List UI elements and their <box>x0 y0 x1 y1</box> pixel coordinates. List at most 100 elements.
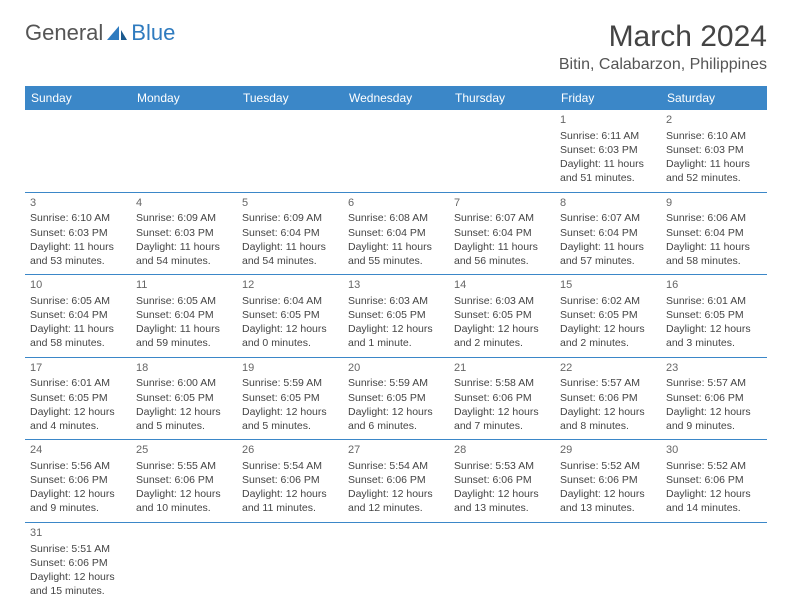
page-title: March 2024 <box>559 20 767 54</box>
day-cell: 7Sunrise: 6:07 AMSunset: 6:04 PMDaylight… <box>449 192 555 275</box>
day-cell: 11Sunrise: 6:05 AMSunset: 6:04 PMDayligh… <box>131 275 237 358</box>
day-detail: Sunrise: 5:59 AM <box>348 376 444 390</box>
day-number: 27 <box>348 443 444 458</box>
day-number: 1 <box>560 113 656 128</box>
day-detail: Sunset: 6:06 PM <box>136 473 232 487</box>
day-number: 22 <box>560 361 656 376</box>
day-cell: 23Sunrise: 5:57 AMSunset: 6:06 PMDayligh… <box>661 357 767 440</box>
day-detail: Daylight: 11 hours <box>454 240 550 254</box>
logo: General Blue <box>25 20 175 46</box>
day-number: 21 <box>454 361 550 376</box>
day-number: 20 <box>348 361 444 376</box>
day-detail: and 9 minutes. <box>30 501 126 515</box>
day-cell <box>661 522 767 604</box>
day-number: 5 <box>242 196 338 211</box>
day-number: 7 <box>454 196 550 211</box>
day-detail: Sunrise: 6:07 AM <box>454 211 550 225</box>
day-detail: Daylight: 11 hours <box>560 157 656 171</box>
title-block: March 2024 Bitin, Calabarzon, Philippine… <box>559 20 767 74</box>
day-detail: and 58 minutes. <box>666 254 762 268</box>
day-cell: 22Sunrise: 5:57 AMSunset: 6:06 PMDayligh… <box>555 357 661 440</box>
day-detail: and 57 minutes. <box>560 254 656 268</box>
col-monday: Monday <box>131 86 237 110</box>
day-detail: and 4 minutes. <box>30 419 126 433</box>
day-detail: Sunset: 6:03 PM <box>30 226 126 240</box>
day-detail: Sunset: 6:03 PM <box>560 143 656 157</box>
day-detail: Sunrise: 6:01 AM <box>30 376 126 390</box>
table-row: 31Sunrise: 5:51 AMSunset: 6:06 PMDayligh… <box>25 522 767 604</box>
day-detail: Sunrise: 5:56 AM <box>30 459 126 473</box>
day-cell: 8Sunrise: 6:07 AMSunset: 6:04 PMDaylight… <box>555 192 661 275</box>
day-detail: and 53 minutes. <box>30 254 126 268</box>
day-detail: Sunrise: 6:06 AM <box>666 211 762 225</box>
day-detail: Sunset: 6:05 PM <box>242 308 338 322</box>
day-detail: Sunset: 6:04 PM <box>666 226 762 240</box>
day-detail: and 10 minutes. <box>136 501 232 515</box>
day-number: 17 <box>30 361 126 376</box>
day-detail: Sunset: 6:06 PM <box>30 556 126 570</box>
day-number: 8 <box>560 196 656 211</box>
day-cell: 17Sunrise: 6:01 AMSunset: 6:05 PMDayligh… <box>25 357 131 440</box>
day-detail: Daylight: 11 hours <box>136 240 232 254</box>
day-detail: Daylight: 12 hours <box>30 570 126 584</box>
day-cell <box>555 522 661 604</box>
day-detail: and 54 minutes. <box>242 254 338 268</box>
day-detail: and 7 minutes. <box>454 419 550 433</box>
day-detail: Daylight: 12 hours <box>242 487 338 501</box>
day-cell: 18Sunrise: 6:00 AMSunset: 6:05 PMDayligh… <box>131 357 237 440</box>
day-detail: Daylight: 11 hours <box>242 240 338 254</box>
day-detail: Sunset: 6:04 PM <box>348 226 444 240</box>
day-detail: Daylight: 12 hours <box>348 322 444 336</box>
day-detail: Sunrise: 6:02 AM <box>560 294 656 308</box>
col-saturday: Saturday <box>661 86 767 110</box>
day-number: 4 <box>136 196 232 211</box>
day-detail: and 54 minutes. <box>136 254 232 268</box>
day-detail: and 15 minutes. <box>30 584 126 598</box>
day-cell: 26Sunrise: 5:54 AMSunset: 6:06 PMDayligh… <box>237 440 343 523</box>
day-number: 3 <box>30 196 126 211</box>
day-detail: Sunrise: 6:03 AM <box>454 294 550 308</box>
day-number: 24 <box>30 443 126 458</box>
location-text: Bitin, Calabarzon, Philippines <box>559 56 767 74</box>
day-number: 31 <box>30 526 126 541</box>
day-number: 12 <box>242 278 338 293</box>
day-detail: Sunset: 6:05 PM <box>560 308 656 322</box>
day-detail: and 55 minutes. <box>348 254 444 268</box>
day-detail: Sunset: 6:04 PM <box>242 226 338 240</box>
day-detail: and 14 minutes. <box>666 501 762 515</box>
day-detail: Sunrise: 6:10 AM <box>30 211 126 225</box>
day-cell: 12Sunrise: 6:04 AMSunset: 6:05 PMDayligh… <box>237 275 343 358</box>
day-cell: 31Sunrise: 5:51 AMSunset: 6:06 PMDayligh… <box>25 522 131 604</box>
day-detail: and 51 minutes. <box>560 171 656 185</box>
day-detail: and 5 minutes. <box>242 419 338 433</box>
table-row: 10Sunrise: 6:05 AMSunset: 6:04 PMDayligh… <box>25 275 767 358</box>
day-detail: Daylight: 12 hours <box>454 487 550 501</box>
day-cell <box>131 522 237 604</box>
header: General Blue March 2024 Bitin, Calabarzo… <box>25 20 767 74</box>
day-detail: Sunset: 6:03 PM <box>666 143 762 157</box>
day-cell: 25Sunrise: 5:55 AMSunset: 6:06 PMDayligh… <box>131 440 237 523</box>
day-detail: Sunrise: 5:54 AM <box>348 459 444 473</box>
day-detail: Sunrise: 5:53 AM <box>454 459 550 473</box>
day-detail: Sunrise: 5:59 AM <box>242 376 338 390</box>
day-detail: and 56 minutes. <box>454 254 550 268</box>
day-detail: and 6 minutes. <box>348 419 444 433</box>
day-cell: 4Sunrise: 6:09 AMSunset: 6:03 PMDaylight… <box>131 192 237 275</box>
day-detail: Sunrise: 5:55 AM <box>136 459 232 473</box>
day-detail: Sunrise: 6:09 AM <box>136 211 232 225</box>
day-detail: Sunset: 6:05 PM <box>666 308 762 322</box>
day-detail: Sunset: 6:06 PM <box>560 473 656 487</box>
day-detail: Daylight: 11 hours <box>666 240 762 254</box>
day-number: 26 <box>242 443 338 458</box>
day-cell <box>343 522 449 604</box>
day-detail: Sunset: 6:06 PM <box>242 473 338 487</box>
day-detail: and 13 minutes. <box>454 501 550 515</box>
day-detail: and 12 minutes. <box>348 501 444 515</box>
day-detail: and 5 minutes. <box>136 419 232 433</box>
logo-text-2: Blue <box>131 20 175 46</box>
day-detail: Sunset: 6:06 PM <box>666 391 762 405</box>
day-detail: Sunrise: 5:51 AM <box>30 542 126 556</box>
day-cell: 27Sunrise: 5:54 AMSunset: 6:06 PMDayligh… <box>343 440 449 523</box>
day-detail: Sunrise: 6:05 AM <box>136 294 232 308</box>
day-detail: Sunrise: 5:54 AM <box>242 459 338 473</box>
